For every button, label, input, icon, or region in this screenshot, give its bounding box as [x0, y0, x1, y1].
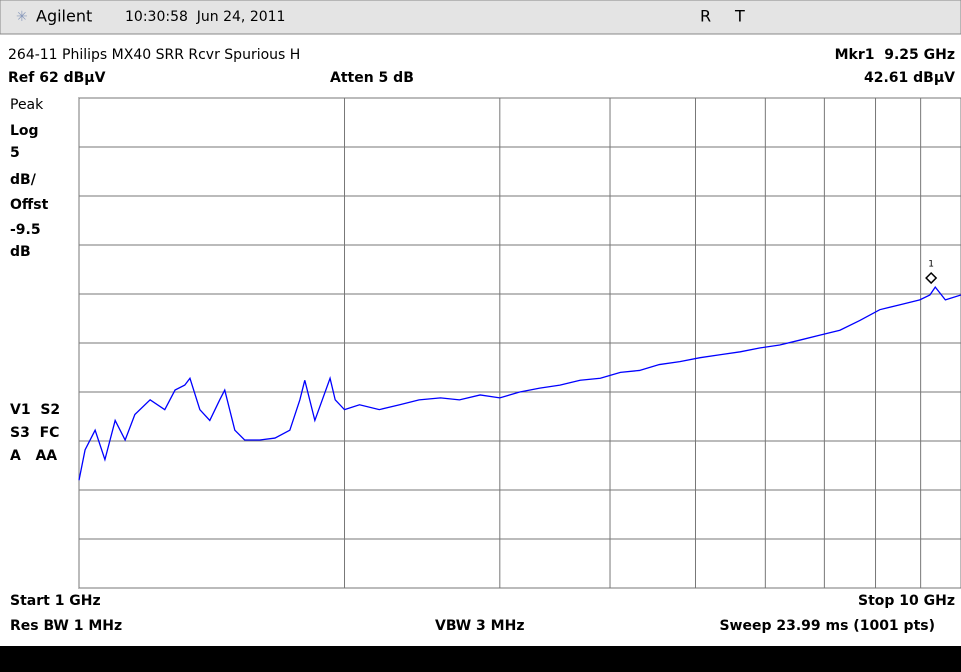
marker [925, 271, 938, 285]
mode-label: V1 S2 [10, 402, 60, 418]
marker-level: 42.61 dBµV [864, 70, 955, 86]
title: 264-11 Philips MX40 SRR Rcvr Spurious H [8, 47, 300, 63]
marker-label: 1 [928, 260, 934, 270]
panel-label: dB [10, 244, 31, 260]
panel-label: Peak [10, 97, 44, 113]
panel-label: 5 [10, 145, 20, 161]
sweep: Sweep 23.99 ms (1001 pts) [719, 618, 935, 634]
flag-t: T [734, 7, 745, 26]
panel-label: -9.5 [10, 222, 41, 238]
atten: Atten 5 dB [330, 70, 414, 86]
panel-label: Offst [10, 197, 49, 213]
panel-label: Log [10, 123, 39, 139]
mode-label: A AA [10, 448, 57, 464]
start-freq: Start 1 GHz [10, 593, 101, 609]
mode-label: S3 FC [10, 425, 59, 441]
marker-readout: Mkr1 9.25 GHz [835, 47, 955, 63]
ref-level: Ref 62 dBµV [8, 70, 106, 86]
header-bar [0, 0, 961, 35]
vbw: VBW 3 MHz [435, 618, 524, 634]
datetime: 10:30:58 Jun 24, 2011 [125, 9, 285, 25]
panel-label: dB/ [10, 172, 37, 188]
softkey-bar [0, 646, 961, 672]
logo: ✳ [16, 9, 28, 25]
flag-r: R [700, 7, 711, 26]
brand: Agilent [36, 7, 92, 26]
trace [78, 286, 961, 481]
rbw: Res BW 1 MHz [10, 618, 122, 634]
stop-freq: Stop 10 GHz [858, 593, 955, 609]
